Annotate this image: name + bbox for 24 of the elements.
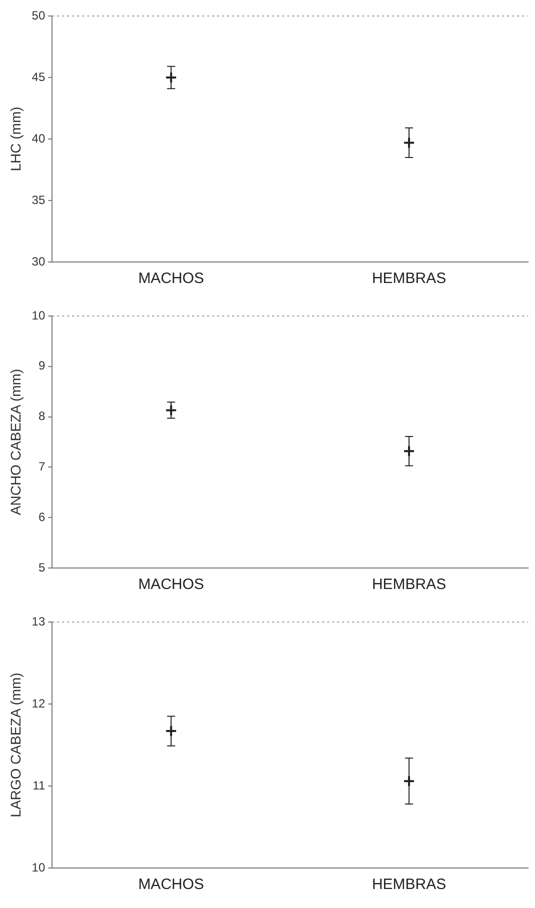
y-tick-label: 10 — [32, 308, 46, 322]
y-axis-title: LHC (mm) — [7, 106, 24, 172]
y-axis-title: LARGO CABEZA (mm) — [7, 672, 24, 818]
y-tick-label: 30 — [32, 254, 46, 268]
x-tick-label: HEMBRAS — [372, 270, 446, 288]
x-tick-label: HEMBRAS — [372, 876, 446, 894]
x-tick-label: MACHOS — [138, 270, 204, 288]
y-axis-title: ANCHO CABEZA (mm) — [7, 368, 24, 516]
y-tick-label: 7 — [38, 460, 46, 474]
y-tick-label: 9 — [38, 358, 46, 373]
y-tick-label: 5 — [38, 560, 46, 574]
y-tick-label: 45 — [32, 70, 46, 84]
y-tick-label: 40 — [32, 131, 46, 146]
y-tick-label: 8 — [38, 409, 46, 424]
y-tick-label: 13 — [32, 614, 46, 628]
y-tick-label: 6 — [38, 510, 46, 524]
y-tick-label: 11 — [32, 778, 46, 792]
x-tick-label: HEMBRAS — [372, 576, 446, 594]
y-tick-label: 35 — [32, 192, 46, 207]
y-tick-label: 12 — [32, 696, 46, 710]
x-tick-label: MACHOS — [138, 876, 204, 894]
y-tick-label: 50 — [32, 8, 46, 22]
y-tick-label: 10 — [32, 860, 46, 874]
x-tick-label: MACHOS — [138, 576, 204, 594]
